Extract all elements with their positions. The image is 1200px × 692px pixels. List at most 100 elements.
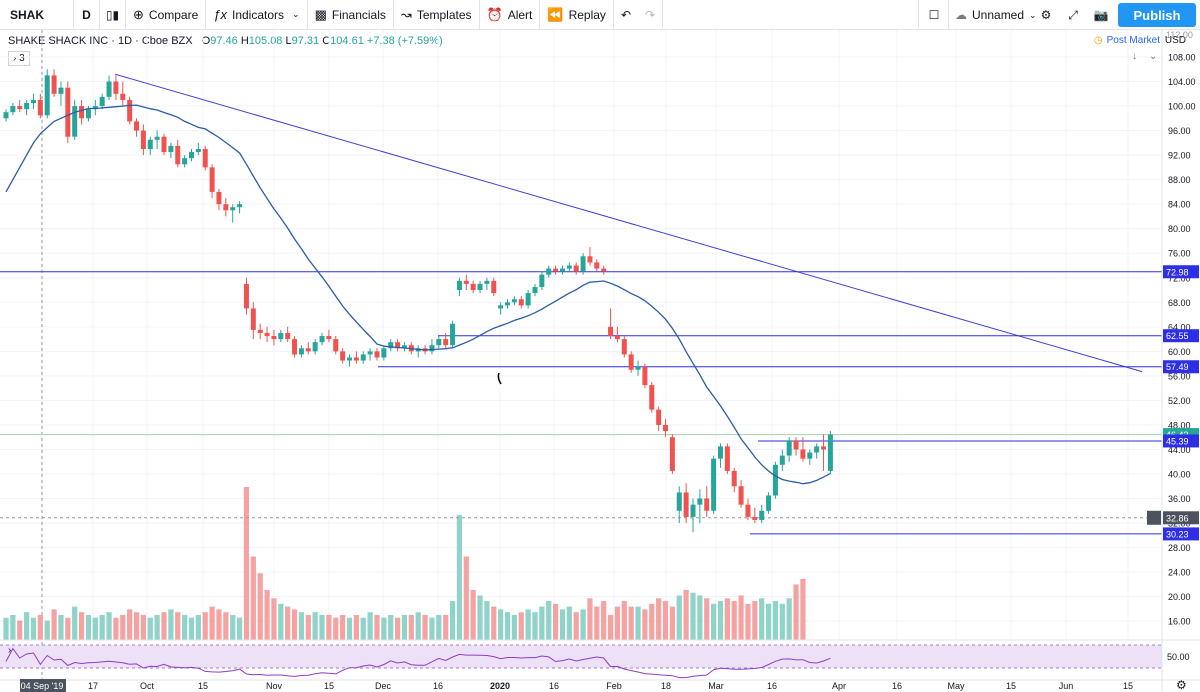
candle-body: [257, 329, 263, 333]
chart-style-button[interactable]: ▯▮: [100, 0, 126, 30]
volume-bars: [3, 487, 806, 640]
y-tick-label: 24.00: [1168, 568, 1191, 578]
candle-body: [553, 268, 559, 272]
x-tick-label: 16: [549, 681, 559, 691]
expand-button[interactable]: ⤢: [1060, 0, 1086, 30]
volume-bar: [477, 595, 483, 640]
time-axis: 04 Sep '19 17 Oct 15 Nov 15 Dec 16 2020 16 Feb 18 Ma…: [20, 679, 1133, 692]
volume-bar: [546, 601, 552, 640]
replay-button[interactable]: ⏪ Replay: [540, 0, 614, 30]
layout-name-button[interactable]: ☁ Unnamed ⌄: [948, 0, 1037, 30]
rsi-line: [5, 647, 831, 679]
volume-bar: [717, 601, 724, 640]
volume-bar: [580, 609, 586, 640]
publish-label: Publish: [1133, 7, 1181, 23]
price-label-bg: [1163, 428, 1199, 442]
post-market-badge[interactable]: ◷ Post Market: [1094, 35, 1160, 46]
volume-bar: [765, 603, 772, 640]
candle-body: [766, 495, 772, 511]
cloud-icon: ☁: [955, 8, 967, 22]
gear-icon: ⚙: [1040, 8, 1052, 22]
candle-body: [168, 145, 174, 153]
chevron-down-icon: ⌄: [292, 9, 300, 19]
x-tick-label: 17: [88, 681, 98, 691]
undo-button[interactable]: ↶: [614, 0, 638, 30]
rsi-tick-label: 50.00: [1167, 652, 1190, 662]
volume-bar: [381, 617, 387, 640]
volume-bar: [793, 584, 799, 640]
candle-body: [209, 167, 215, 192]
indicator-collapse-button[interactable]: › 3: [8, 51, 30, 66]
symbol-search-button[interactable]: SHAK: [0, 0, 74, 30]
open-label: O: [201, 35, 211, 47]
candle-body: [195, 148, 201, 153]
candle-body: [367, 351, 373, 355]
publish-button[interactable]: Publish: [1118, 3, 1196, 27]
x-tick-label: Oct: [140, 681, 155, 691]
x-tick-label: Dec: [375, 681, 392, 691]
settings-button[interactable]: ⚙: [1034, 0, 1058, 30]
price-label: 45.39: [1166, 436, 1189, 446]
volume-bar: [711, 603, 717, 640]
candle-body: [717, 446, 723, 459]
financials-label: Financials: [331, 7, 386, 22]
x-tick-label: 16: [433, 681, 443, 691]
volume-bar: [243, 487, 250, 640]
interval-button[interactable]: D: [74, 0, 100, 30]
candle-body: [30, 99, 36, 103]
y-tick-label: 100.00: [1168, 102, 1196, 112]
volume-bar: [65, 617, 71, 640]
y-tick-label: 56.00: [1168, 371, 1191, 381]
candle-body: [17, 106, 23, 110]
snapshot-button[interactable]: 📷: [1088, 0, 1114, 30]
candle-body: [216, 191, 222, 205]
candle-body: [505, 302, 511, 306]
x-tick-label: 18: [661, 681, 671, 691]
candle-body: [608, 326, 614, 337]
replay-label: Replay: [568, 7, 606, 22]
candle-body: [374, 351, 380, 358]
fullscreen-toggle-button[interactable]: ☐: [918, 0, 949, 30]
grid: [0, 30, 1162, 680]
y-tick-label: 96.00: [1168, 126, 1191, 136]
redo-button[interactable]: ↷: [638, 0, 664, 30]
candle-body: [779, 455, 785, 465]
x-tick-label: 15: [1123, 681, 1133, 691]
indicators-button[interactable]: ƒx Indicators ⌄: [206, 0, 308, 30]
candle-body: [298, 348, 304, 355]
camera-icon: 📷: [1093, 8, 1109, 22]
volume-bar: [140, 614, 146, 640]
volume-bar: [511, 614, 517, 640]
volume-bar: [463, 556, 469, 640]
candle-body: [401, 345, 407, 349]
candle-body: [58, 87, 64, 94]
alert-button[interactable]: ⏰ Alert: [480, 0, 541, 30]
candle-body: [202, 148, 208, 168]
candle-body: [573, 265, 579, 272]
volume-bar: [422, 614, 428, 640]
y-tick-label: 36.00: [1168, 494, 1191, 504]
volume-bar: [230, 614, 236, 640]
volume-bar: [573, 612, 579, 640]
volume-bar: [216, 609, 222, 640]
volume-bar: [697, 595, 703, 640]
volume-bar: [312, 612, 318, 640]
candle-body: [635, 366, 641, 370]
candle-body: [491, 280, 497, 294]
volume-bar: [305, 614, 311, 640]
x-tick-label: Apr: [832, 681, 846, 691]
rsi-collapse-button[interactable]: ›: [8, 645, 11, 656]
templates-button[interactable]: ↝ Templates: [394, 0, 480, 30]
volume-bar: [127, 609, 133, 640]
y-tick-label: 108.00: [1168, 53, 1196, 63]
redo-icon: ↷: [645, 7, 656, 22]
volume-bar: [724, 598, 730, 640]
candle-body: [827, 434, 833, 471]
volume-bar: [408, 614, 414, 640]
candle-body: [333, 339, 339, 352]
financials-button[interactable]: ▩ Financials: [308, 0, 394, 30]
compare-button[interactable]: ⊕ Compare: [126, 0, 207, 30]
candle-body: [99, 96, 105, 107]
volume-bar: [628, 606, 634, 640]
